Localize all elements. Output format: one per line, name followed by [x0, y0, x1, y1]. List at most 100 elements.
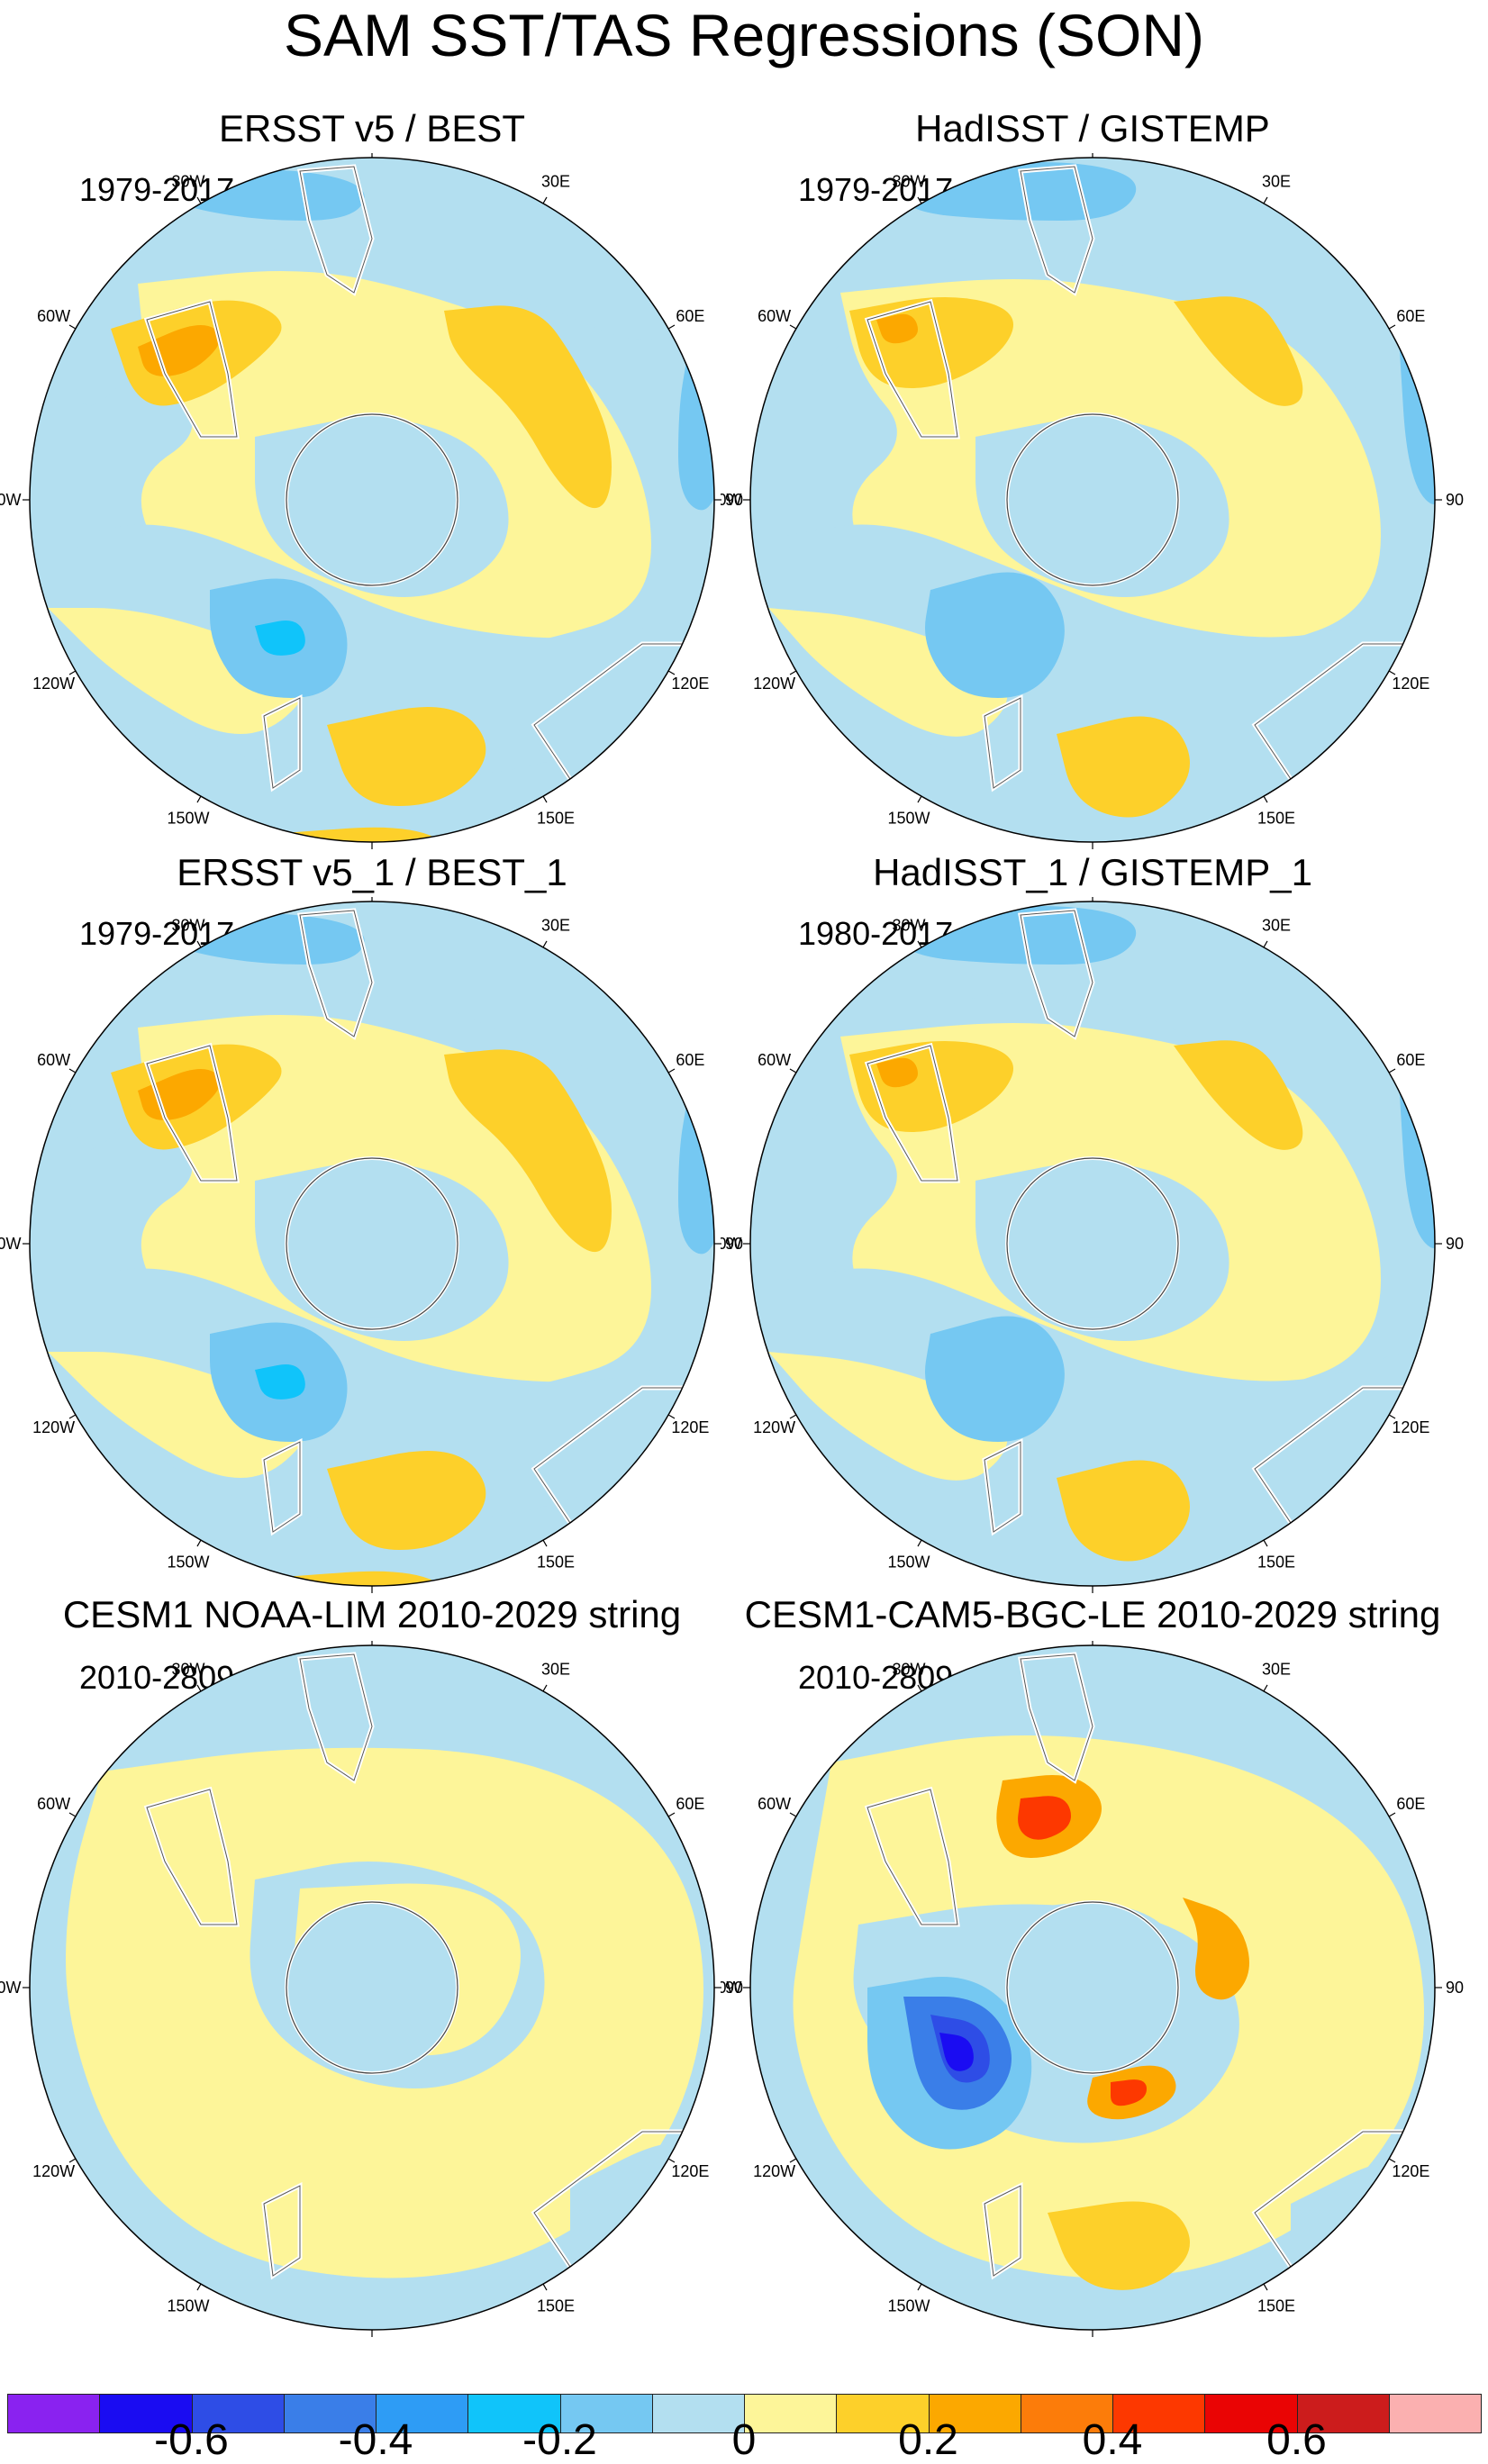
longitude-label: 120W [32, 675, 75, 693]
longitude-tick [667, 670, 676, 675]
longitude-tick [542, 1684, 548, 1692]
antarctica-coastline [286, 413, 458, 586]
longitude-label: 150W [167, 2296, 209, 2315]
longitude-label: 120W [753, 675, 795, 693]
antarctica [1005, 1156, 1180, 1331]
longitude-label: 120W [32, 1418, 75, 1436]
polar-map: 030E60E90E120E150E180150W120W90W60W30W [0, 123, 754, 876]
longitude-label: 90E [1446, 1235, 1465, 1253]
anomaly-region [1057, 716, 1190, 818]
colorbar-swatch [1388, 2394, 1482, 2433]
colorbar-tick-label: 0.2 [898, 2416, 958, 2464]
longitude-label: 60E [1396, 307, 1425, 325]
panel-3-title: ERSST v5_1 / BEST_1 [177, 851, 567, 893]
longitude-label: 150W [167, 809, 209, 827]
colorbar-tick-label: 0 [731, 2416, 757, 2464]
longitude-label: 90W [0, 1979, 22, 1997]
longitude-label: 150E [1257, 809, 1295, 827]
longitude-tick [1263, 2283, 1268, 2291]
longitude-label: 120E [1392, 1418, 1429, 1436]
anomaly-region [444, 305, 612, 509]
anomaly-region [1399, 1082, 1435, 1248]
colorbar-swatch [651, 2394, 745, 2433]
longitude-label: 30W [892, 173, 925, 191]
longitude-label: 60E [1396, 1795, 1425, 1813]
longitude-label: 60E [676, 307, 704, 325]
coastline-edge [146, 1789, 238, 1925]
anomaly-region [939, 2033, 974, 2071]
longitude-label: 90W [721, 491, 742, 509]
polar-map: 030E60E90E120E150E180150W120W90W60W30W [0, 867, 754, 1620]
longitude-label: 60W [37, 307, 70, 325]
longitude-label: 150E [1257, 1553, 1295, 1571]
longitude-label: 120E [671, 2162, 709, 2180]
panel-1-title: ERSST v5 / BEST [219, 107, 525, 149]
colorbar-swatch [559, 2394, 653, 2433]
colorbar-tick-label: -0.2 [522, 2416, 597, 2464]
polar-map: 030E60E90E120E150E180150W120W90W60W30W [708, 123, 1474, 876]
anomaly-region [48, 608, 308, 734]
coastline-edge [1020, 910, 1093, 1037]
colorbar-tick-label: -0.4 [338, 2416, 413, 2464]
anomaly-region [1399, 338, 1435, 504]
longitude-tick [1388, 324, 1396, 330]
figure-title: SAM SST/TAS Regressions (SON) [283, 2, 1204, 68]
longitude-label: 30W [892, 917, 925, 935]
longitude-tick [667, 1812, 676, 1817]
longitude-tick [68, 1414, 77, 1419]
longitude-tick [917, 795, 922, 803]
coastline-edge [984, 2185, 1021, 2277]
longitude-label: 30E [1262, 917, 1291, 935]
longitude-label: 150E [1257, 2296, 1295, 2315]
anomaly-region [138, 1069, 221, 1120]
longitude-tick [789, 670, 797, 675]
longitude-label: 120W [753, 2162, 795, 2180]
longitude-label: 30E [541, 917, 570, 935]
anomaly-region [925, 1316, 1065, 1442]
longitude-tick [196, 2283, 202, 2291]
anomaly-region [1057, 1460, 1190, 1562]
anomaly-region [255, 621, 305, 656]
coastline-edge [984, 697, 1021, 789]
colorbar-swatch [376, 2394, 469, 2433]
colorbar-swatch [191, 2394, 285, 2433]
colorbar-tick-label: 0.4 [1082, 2416, 1143, 2464]
anomaly-region [768, 1352, 1008, 1481]
colorbar-tick-label: 0.6 [1266, 2416, 1327, 2464]
anomaly-region [1174, 296, 1303, 406]
longitude-tick [68, 670, 77, 675]
colorbar-swatch [836, 2394, 930, 2433]
longitude-tick [542, 196, 548, 204]
anomaly-region [1018, 1796, 1071, 1840]
coastline-edge [984, 1441, 1021, 1533]
longitude-tick [667, 1068, 676, 1073]
anomaly-region [156, 2312, 286, 2330]
longitude-tick [68, 2158, 77, 2163]
longitude-tick [1263, 940, 1268, 948]
longitude-tick [1388, 670, 1396, 675]
longitude-label: 120W [753, 1418, 795, 1436]
coastline-edge [866, 1789, 958, 1925]
longitude-label: 120E [671, 1418, 709, 1436]
longitude-tick [667, 324, 676, 330]
longitude-label: 30E [1262, 173, 1291, 191]
longitude-tick [542, 795, 548, 803]
longitude-tick [917, 196, 922, 204]
longitude-tick [1263, 1539, 1268, 1547]
panel-5-title: CESM1 NOAA-LIM 2010-2029 string [62, 1593, 682, 1635]
anomaly-region [1048, 2201, 1190, 2290]
antarctica [285, 412, 459, 587]
longitude-label: 150W [887, 2296, 930, 2315]
antarctica [285, 1156, 459, 1331]
longitude-label: 90W [0, 1235, 22, 1253]
anomaly-region [282, 1571, 443, 1586]
colorbar-swatch [467, 2394, 561, 2433]
longitude-tick [196, 196, 202, 204]
longitude-tick [196, 795, 202, 803]
colorbar-swatch [99, 2394, 193, 2433]
longitude-tick [542, 1539, 548, 1547]
longitude-label: 30W [171, 1661, 204, 1679]
coastline-edge [1020, 1653, 1093, 1781]
longitude-label: 60W [758, 307, 791, 325]
coastline-edge [263, 2185, 301, 2277]
